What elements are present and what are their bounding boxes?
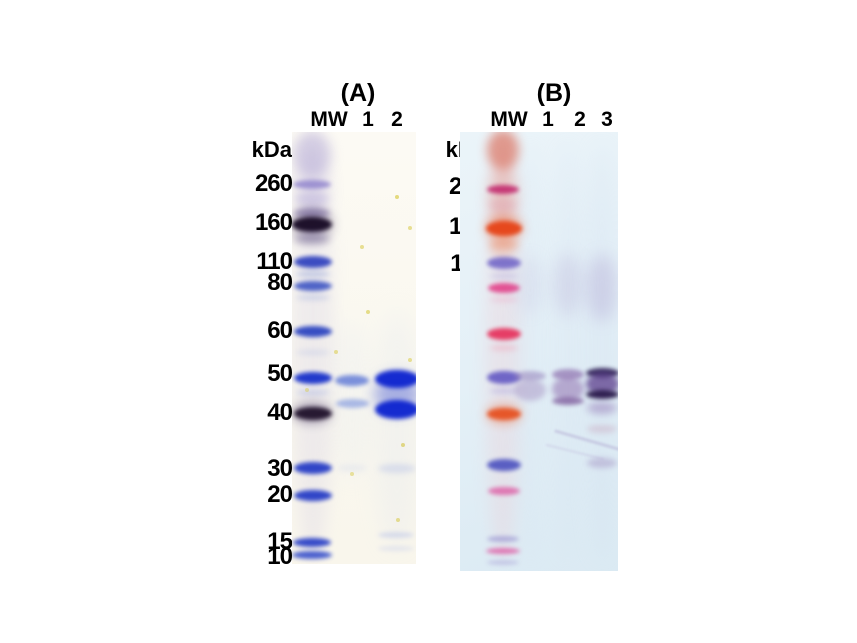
gel-band xyxy=(552,142,584,562)
gel-band xyxy=(296,349,330,355)
gel-band xyxy=(292,216,332,232)
gel-band xyxy=(487,184,519,194)
gel-speckle xyxy=(366,310,370,314)
gel-band xyxy=(487,536,519,542)
panel-a-mw-30: 30 xyxy=(267,455,293,482)
gel-band xyxy=(335,374,369,386)
gel-speckle xyxy=(401,443,405,447)
panel-b-lane-header-2: 2 xyxy=(574,108,586,131)
gel-band xyxy=(293,537,331,547)
gel-band xyxy=(296,271,330,277)
gel-band xyxy=(587,402,617,414)
gel-speckle xyxy=(396,518,400,522)
panel-a-mw-60: 60 xyxy=(267,317,293,344)
gel-band xyxy=(585,389,618,399)
gel-band xyxy=(585,142,618,562)
panel-a-gel-image xyxy=(292,132,416,564)
gel-band xyxy=(295,192,329,206)
gel-band xyxy=(296,389,330,395)
gel-band xyxy=(514,371,546,381)
panel-a-kda-label: kDa xyxy=(251,137,292,162)
gel-band xyxy=(587,458,617,468)
gel-band xyxy=(294,489,332,501)
gel-band xyxy=(486,548,520,554)
gel-band xyxy=(487,459,521,471)
gel-band xyxy=(488,283,520,293)
gel-band xyxy=(294,234,330,244)
gel-band xyxy=(487,132,519,170)
gel-band xyxy=(490,273,518,279)
panel-a-mw-50: 50 xyxy=(267,360,293,387)
gel-band xyxy=(516,255,544,315)
gel-band xyxy=(489,199,517,211)
panel-a-title: (A) xyxy=(340,79,376,107)
gel-band xyxy=(554,253,582,317)
panel-a-mw-15: 15 xyxy=(267,528,293,555)
panel-a-lane-header-2: 2 xyxy=(391,108,403,131)
gel-band xyxy=(292,551,332,559)
gel-speckle xyxy=(408,358,412,362)
gel-speckle xyxy=(334,350,338,354)
gel-band xyxy=(487,370,521,384)
gel-band xyxy=(292,134,334,560)
gel-band xyxy=(490,296,518,302)
gel-band xyxy=(378,545,414,551)
gel-band xyxy=(296,294,330,300)
panel-b-lane-header-1: 1 xyxy=(542,108,554,131)
gel-band xyxy=(375,370,416,388)
panel-a-mw-260: 260 xyxy=(254,170,293,197)
panel-a-mw-40: 40 xyxy=(267,399,293,426)
gel-band xyxy=(294,256,332,268)
gel-band xyxy=(378,463,416,473)
panel-a-mw-110: 110 xyxy=(256,248,293,275)
panel-b-lane-header-mw: MW xyxy=(490,108,528,131)
panel-a-mw-10: 10 xyxy=(267,543,293,570)
gel-band xyxy=(587,425,617,433)
gel-band xyxy=(487,559,519,565)
panel-a-mw-160: 160 xyxy=(254,209,293,236)
gel-band xyxy=(378,532,414,538)
gel-band xyxy=(514,142,546,562)
gel-band xyxy=(489,239,519,249)
gel-band xyxy=(293,179,331,189)
gel-band xyxy=(294,281,332,291)
gel-band xyxy=(487,257,521,269)
gel-band xyxy=(294,372,332,384)
gel-band xyxy=(294,406,332,420)
panel-a-mw-80: 80 xyxy=(267,269,293,296)
panel-b-title: (B) xyxy=(536,79,572,107)
panel-b-lane-header-3: 3 xyxy=(601,108,613,131)
gel-band xyxy=(337,465,367,471)
gel-speckle xyxy=(350,472,354,476)
gel-band xyxy=(293,132,331,177)
panel-b-gel-image xyxy=(460,132,618,571)
gel-band xyxy=(294,208,330,218)
gel-band xyxy=(488,487,520,495)
gel-band xyxy=(335,398,369,408)
panel-a-mw-20: 20 xyxy=(267,481,293,508)
panel-a-lane-header-1: 1 xyxy=(362,108,374,131)
gel-band xyxy=(294,462,332,474)
gel-speckle xyxy=(360,245,364,249)
gel-band xyxy=(490,388,518,394)
gel-band xyxy=(514,379,546,401)
gel-band xyxy=(375,399,416,419)
gel-band xyxy=(294,325,332,337)
gel-speckle xyxy=(395,195,399,199)
gel-band xyxy=(587,254,617,322)
gel-band xyxy=(552,397,584,405)
gel-band xyxy=(486,220,522,236)
gel-band xyxy=(374,310,416,550)
gel-speckle xyxy=(305,388,309,392)
gel-band xyxy=(487,328,521,340)
gel-band xyxy=(552,368,584,380)
gel-band xyxy=(490,345,518,351)
panel-a-lane-header-mw: MW xyxy=(310,108,348,131)
gel-speckle xyxy=(408,226,412,230)
gel-band xyxy=(487,408,521,420)
